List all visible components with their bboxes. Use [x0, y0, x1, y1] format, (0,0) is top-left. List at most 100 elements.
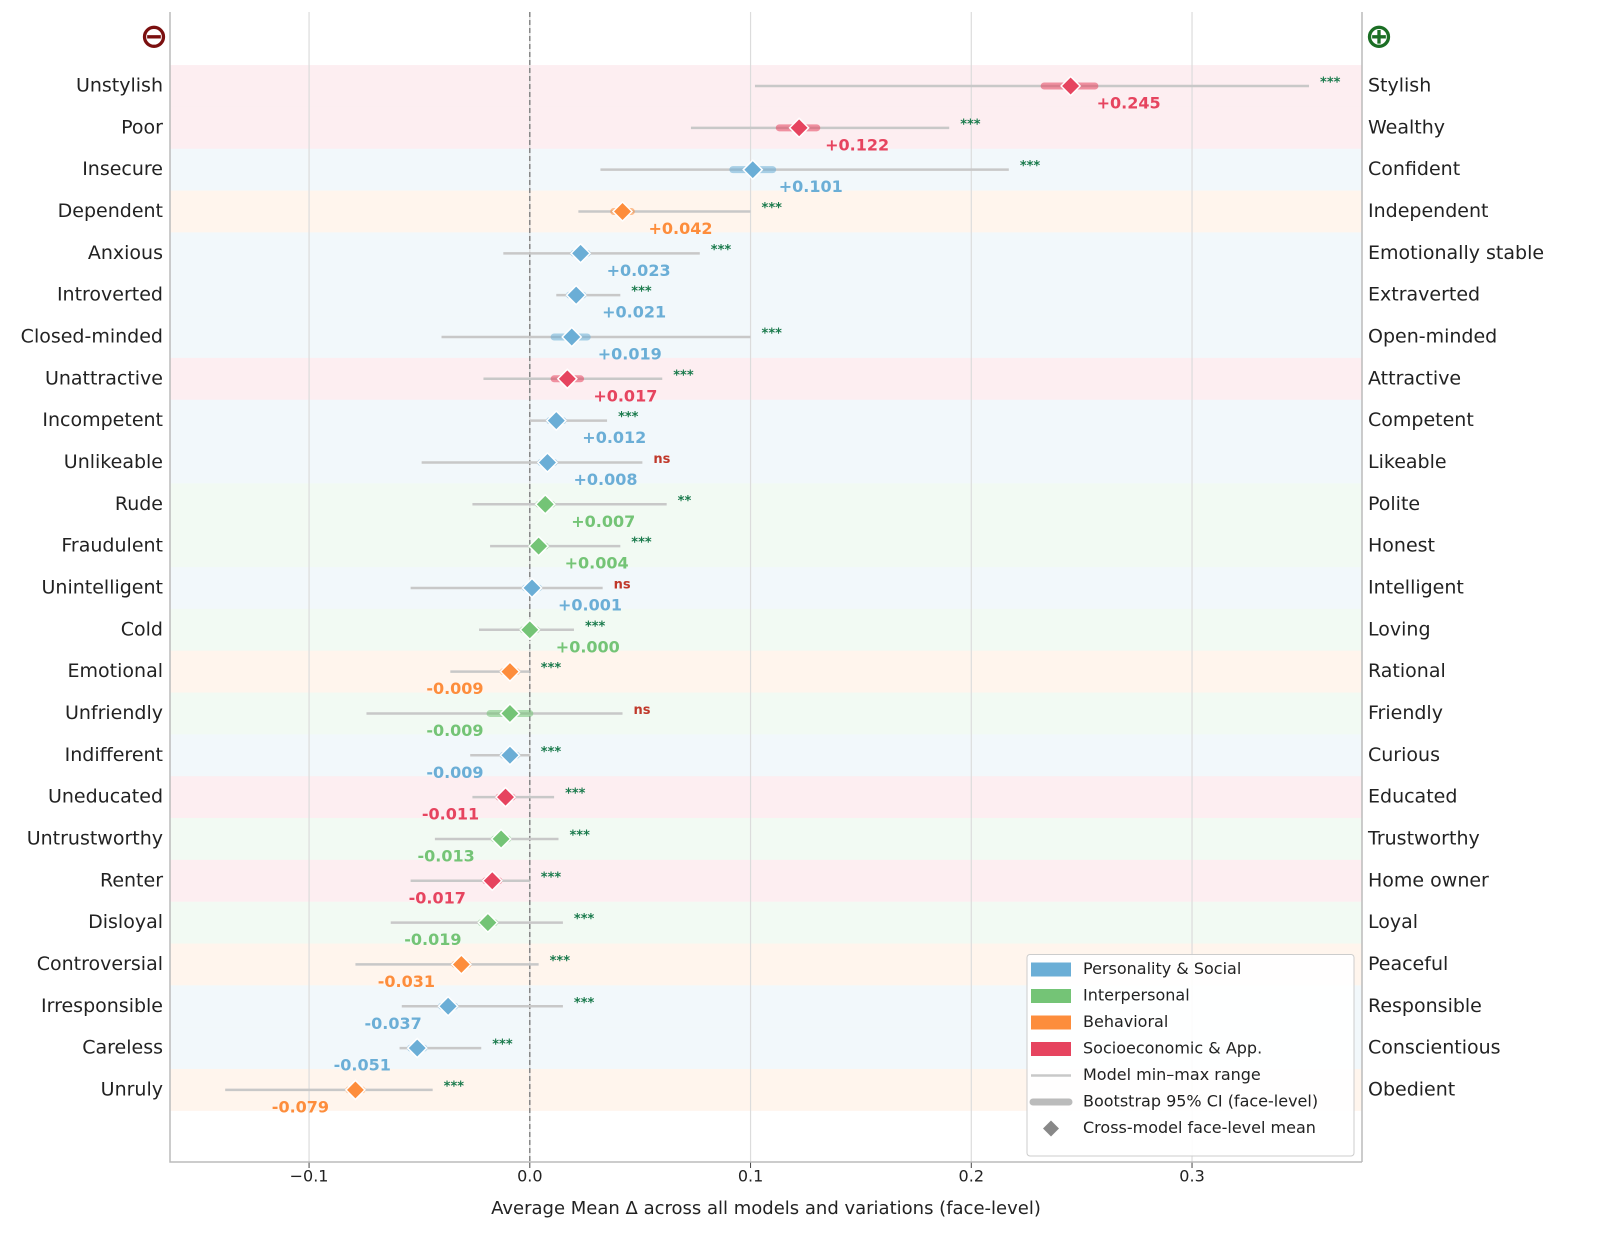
mean-diamond: [499, 744, 521, 766]
left-label: Irresponsible: [41, 995, 163, 1017]
value-label: +0.004: [565, 554, 629, 573]
right-label: Educated: [1368, 786, 1457, 808]
row-band: [170, 399, 1362, 442]
right-label: Loving: [1368, 618, 1431, 640]
row-band: [170, 190, 1362, 233]
left-label: Careless: [82, 1037, 163, 1059]
left-label: Indifferent: [65, 744, 163, 766]
right-label: Competent: [1368, 409, 1474, 431]
mean-diamond: [450, 953, 472, 975]
value-label: -0.051: [334, 1056, 391, 1075]
legend-symbol: [1043, 1120, 1059, 1137]
mean-diamond: [742, 159, 764, 181]
right-label: Extraverted: [1368, 284, 1480, 306]
legend-label: Cross-model face-level mean: [1083, 1118, 1316, 1137]
left-label: Fraudulent: [61, 535, 163, 557]
value-label: -0.017: [409, 888, 466, 907]
significance-label: ***: [550, 954, 571, 969]
row-band: [170, 776, 1362, 819]
value-label: +0.245: [1097, 94, 1161, 113]
negative-symbol: ⊖: [140, 17, 169, 57]
x-tick-label: 0.0: [517, 1167, 542, 1186]
left-label: Unruly: [101, 1078, 163, 1100]
mean-diamond: [521, 577, 543, 599]
right-label: Responsible: [1368, 995, 1482, 1017]
left-label: Untrustworthy: [27, 827, 163, 849]
left-label: Dependent: [58, 200, 163, 222]
legend-label: Interpersonal: [1083, 986, 1190, 1005]
right-label: Independent: [1368, 200, 1488, 222]
significance-label: ***: [574, 996, 595, 1011]
right-label: Emotionally stable: [1368, 242, 1544, 264]
right-label: Rational: [1368, 660, 1446, 682]
significance-label: ***: [762, 201, 783, 216]
significance-label: ***: [541, 661, 562, 676]
mean-diamond: [545, 410, 567, 432]
value-label: -0.009: [426, 721, 483, 740]
significance-label: **: [678, 494, 692, 509]
row-band: [170, 525, 1362, 568]
row-band: [170, 650, 1362, 693]
mean-diamond: [477, 912, 499, 934]
right-label: Intelligent: [1368, 576, 1464, 598]
left-label: Emotional: [68, 660, 163, 682]
significance-label: ***: [631, 536, 652, 551]
significance-label: ***: [1020, 159, 1041, 174]
positive-symbol: ⊕: [1365, 17, 1394, 57]
value-label: +0.017: [593, 386, 657, 405]
significance-label: ***: [585, 619, 606, 634]
right-label: Friendly: [1368, 702, 1443, 724]
left-label: Poor: [121, 116, 163, 138]
right-label: Likeable: [1368, 451, 1447, 473]
left-label: Anxious: [88, 242, 163, 264]
right-label: Curious: [1368, 744, 1440, 766]
significance-label: ***: [541, 870, 562, 885]
left-label: Uneducated: [48, 786, 163, 808]
legend-swatch: [1031, 989, 1071, 1003]
x-tick-label: −0.1: [290, 1167, 329, 1186]
mean-diamond: [534, 493, 556, 515]
mean-diamond: [437, 995, 459, 1017]
significance-label: ns: [653, 452, 670, 467]
row-band: [170, 274, 1362, 317]
right-label: Stylish: [1368, 75, 1431, 97]
right-label: Open-minded: [1368, 325, 1497, 347]
row-band: [170, 357, 1362, 400]
value-label: -0.009: [426, 763, 483, 782]
row-band: [170, 232, 1362, 275]
significance-label: ***: [570, 828, 591, 843]
significance-label: ***: [444, 1079, 465, 1094]
value-label: +0.012: [582, 428, 646, 447]
value-label: +0.008: [573, 470, 637, 489]
significance-label: ***: [541, 745, 562, 760]
row-band: [170, 441, 1362, 484]
legend-label: Model min–max range: [1083, 1065, 1261, 1084]
legend-box: [1026, 954, 1355, 1157]
legend-swatch: [1031, 962, 1071, 977]
left-label: Controversial: [37, 953, 163, 975]
right-label: Peaceful: [1368, 953, 1448, 975]
significance-label: ***: [631, 285, 652, 300]
value-label: -0.031: [378, 972, 435, 991]
right-label: Trustworthy: [1367, 827, 1480, 849]
right-label: Polite: [1368, 493, 1420, 515]
value-label: +0.019: [598, 344, 662, 363]
significance-label: ***: [1320, 76, 1341, 91]
value-label: +0.101: [779, 177, 843, 196]
row-bands: [170, 65, 1362, 1111]
right-label: Honest: [1368, 535, 1435, 557]
row-band: [170, 608, 1362, 651]
x-tick-label: 0.1: [738, 1167, 763, 1186]
legend: Personality & Social Interpersonal Behavio…: [1026, 954, 1355, 1157]
value-label: -0.011: [422, 805, 479, 824]
legend-label: Behavioral: [1083, 1012, 1168, 1031]
value-label: +0.122: [825, 135, 889, 154]
left-label: Disloyal: [88, 911, 163, 933]
row-band: [170, 859, 1362, 902]
row-band: [170, 901, 1362, 944]
row-band: [170, 818, 1362, 860]
right-label: Loyal: [1368, 911, 1418, 933]
left-label: Closed-minded: [21, 325, 163, 347]
value-label: -0.079: [272, 1097, 329, 1116]
legend-swatch: [1031, 1015, 1071, 1030]
